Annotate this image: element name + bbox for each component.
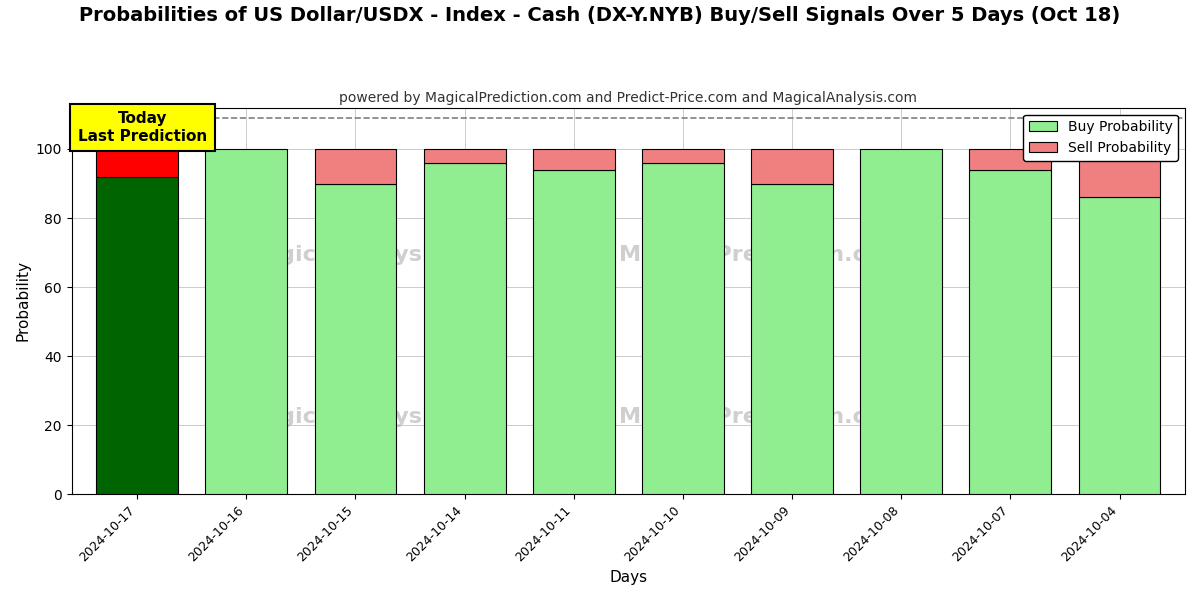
Legend: Buy Probability, Sell Probability: Buy Probability, Sell Probability (1024, 115, 1178, 161)
Bar (533, 149, 614, 170)
Text: Probabilities of US Dollar/USDX - Index - Cash (DX-Y.NYB) Buy/Sell Signals Over : Probabilities of US Dollar/USDX - Index … (79, 6, 1121, 25)
Bar (96, 149, 178, 176)
Bar (533, 170, 614, 494)
X-axis label: Days: Days (610, 570, 647, 585)
Bar (970, 170, 1051, 494)
Text: MagicalPrediction.com: MagicalPrediction.com (619, 407, 905, 427)
Text: Today
Last Prediction: Today Last Prediction (78, 112, 208, 144)
Bar (314, 184, 396, 494)
Bar (970, 149, 1051, 170)
Bar (1079, 149, 1160, 197)
Y-axis label: Probability: Probability (16, 260, 30, 341)
Bar (424, 149, 505, 163)
Text: MagicalAnalysis.com: MagicalAnalysis.com (241, 407, 503, 427)
Bar (424, 163, 505, 494)
Bar (314, 149, 396, 184)
Text: MagicalPrediction.com: MagicalPrediction.com (619, 245, 905, 265)
Bar (205, 149, 287, 494)
Bar (751, 149, 833, 184)
Bar (642, 149, 724, 163)
Bar (642, 163, 724, 494)
Text: MagicalAnalysis.com: MagicalAnalysis.com (241, 245, 503, 265)
Title: powered by MagicalPrediction.com and Predict-Price.com and MagicalAnalysis.com: powered by MagicalPrediction.com and Pre… (340, 91, 917, 105)
Bar (96, 176, 178, 494)
Bar (1079, 197, 1160, 494)
Bar (751, 184, 833, 494)
Bar (860, 149, 942, 494)
